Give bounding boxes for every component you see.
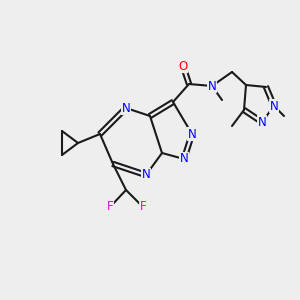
Text: N: N [122, 101, 130, 115]
Text: N: N [270, 100, 278, 112]
Text: F: F [140, 200, 146, 214]
Text: N: N [208, 80, 216, 92]
Text: N: N [258, 116, 266, 128]
Text: O: O [178, 59, 188, 73]
Text: N: N [180, 152, 188, 166]
Text: N: N [142, 169, 150, 182]
Text: F: F [107, 200, 113, 214]
Text: N: N [188, 128, 196, 140]
